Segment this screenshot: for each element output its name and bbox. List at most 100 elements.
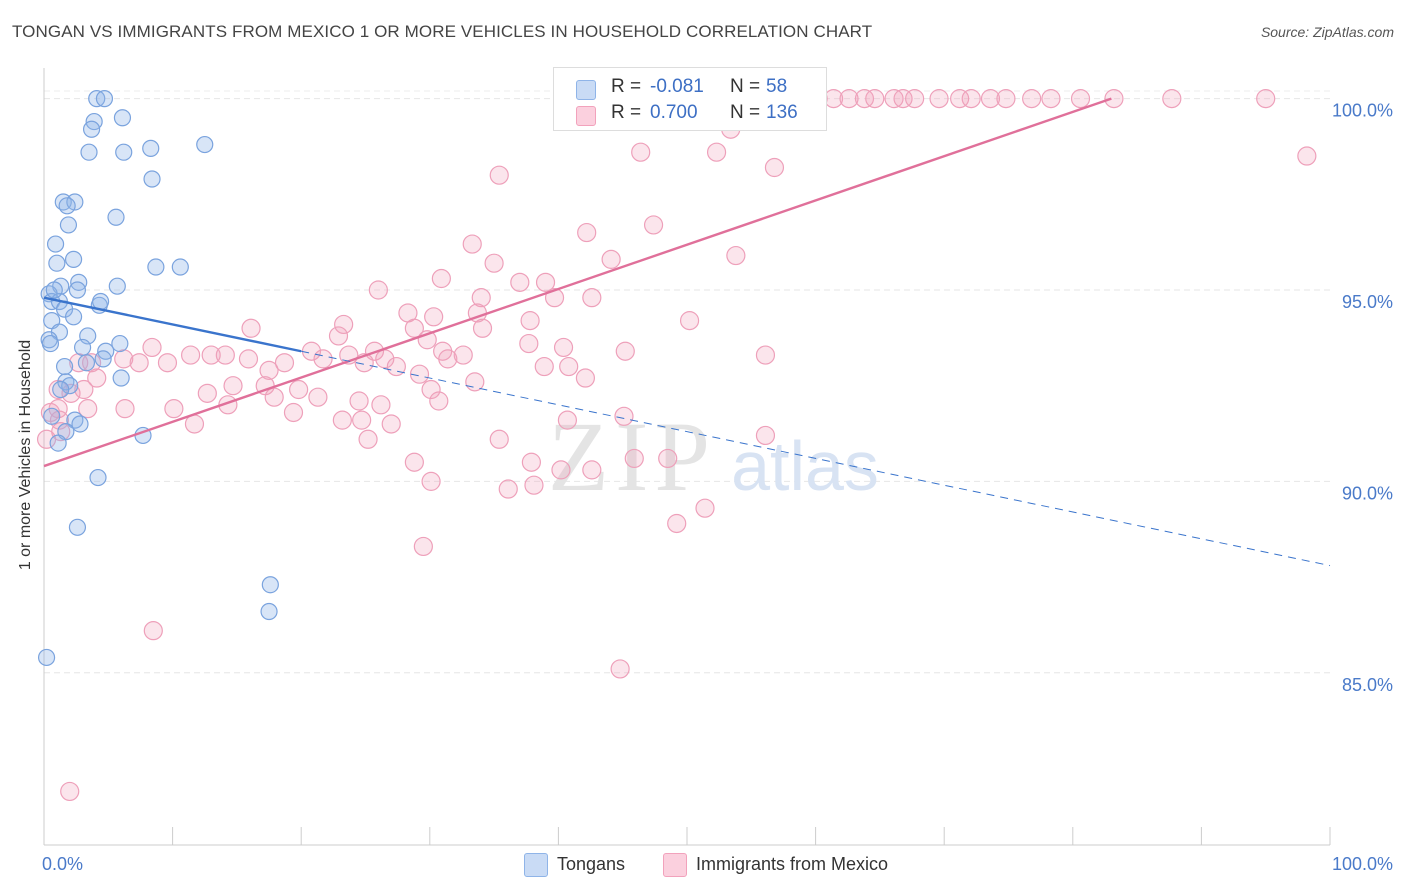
point-mexico xyxy=(524,475,544,495)
point-mexico xyxy=(510,272,530,292)
point-mexico xyxy=(929,89,949,109)
point-mexico xyxy=(259,360,279,380)
x-tick-label-min: 0.0% xyxy=(42,854,83,874)
x-tick-label-max: 100.0% xyxy=(1332,854,1393,874)
legend-r-value-mexico: 0.700 xyxy=(650,102,698,123)
bottom-legend-label-mexico: Immigrants from Mexico xyxy=(696,854,889,874)
point-mexico xyxy=(264,387,284,407)
point-mexico xyxy=(1022,89,1042,109)
point-mexico xyxy=(334,314,354,335)
point-tongans xyxy=(68,518,87,536)
point-mexico xyxy=(624,448,644,469)
point-mexico xyxy=(658,448,678,469)
legend-n-label: N = xyxy=(730,102,761,123)
point-tongans xyxy=(94,350,112,368)
point-mexico xyxy=(559,356,579,377)
point-mexico xyxy=(755,425,776,446)
point-mexico xyxy=(1070,89,1091,109)
point-mexico xyxy=(519,333,539,354)
tick-labels: 85.0% 90.0% 95.0% 100.0% 0.0% 100.0% xyxy=(42,101,1393,874)
point-mexico xyxy=(429,391,449,411)
legend-n-value-mexico: 136 xyxy=(766,102,798,123)
correlation-legend: R = -0.081 N = 58 R = 0.700 N = 136 xyxy=(553,67,827,131)
point-mexico xyxy=(521,452,541,472)
point-mexico xyxy=(905,89,925,109)
point-mexico xyxy=(283,402,304,423)
y-axis-label: 1 or more Vehicles in Household xyxy=(17,339,34,571)
point-mexico xyxy=(424,307,444,327)
point-mexico xyxy=(551,460,571,480)
point-tongans xyxy=(52,380,70,399)
trend-line-tongans xyxy=(43,296,302,353)
point-mexico xyxy=(577,222,597,243)
point-mexico xyxy=(695,498,715,518)
point-tongans xyxy=(61,377,79,395)
point-tongans xyxy=(196,135,214,154)
point-mexico xyxy=(164,399,184,419)
legend-swatch-tongans xyxy=(576,80,596,100)
y-tick-label: 100.0% xyxy=(1332,101,1393,121)
point-mexico xyxy=(1104,89,1124,109)
legend-row-mexico: R = 0.700 N = 136 xyxy=(554,102,826,128)
point-tongans xyxy=(113,109,132,127)
point-mexico xyxy=(371,395,391,415)
point-mexico xyxy=(142,337,162,358)
legend-n-value-tongans: 58 xyxy=(766,76,788,97)
bottom-legend-label-tongans: Tongans xyxy=(557,854,626,874)
point-mexico xyxy=(610,659,630,679)
point-mexico xyxy=(313,349,333,369)
point-mexico xyxy=(520,311,540,331)
point-mexico xyxy=(421,471,441,491)
point-tongans xyxy=(77,354,96,372)
point-mexico xyxy=(755,345,776,365)
point-mexico xyxy=(489,165,509,185)
point-mexico xyxy=(575,368,596,388)
point-mexico xyxy=(74,379,94,400)
point-mexico xyxy=(201,345,221,365)
point-mexico xyxy=(386,356,406,377)
point-mexico xyxy=(409,364,430,384)
point-mexico xyxy=(865,89,885,109)
point-tongans xyxy=(59,216,78,234)
point-mexico xyxy=(238,349,259,369)
point-mexico xyxy=(453,345,473,365)
point-mexico xyxy=(489,429,509,449)
trend-line-mexico xyxy=(43,97,1112,468)
point-tongans xyxy=(46,235,65,253)
legend-r-label: R = xyxy=(611,76,642,97)
point-tongans xyxy=(66,193,84,211)
point-mexico xyxy=(332,410,352,430)
point-tongans xyxy=(115,143,133,161)
point-mexico xyxy=(631,142,651,162)
point-mexico xyxy=(535,272,556,292)
trend-line-tongans-extension xyxy=(301,350,1331,567)
point-tongans xyxy=(261,576,279,594)
point-tongans xyxy=(80,143,98,161)
point-mexico xyxy=(472,318,493,338)
point-mexico xyxy=(143,621,163,641)
watermark: ZIP atlas xyxy=(548,401,879,512)
point-mexico xyxy=(601,249,621,269)
point-mexico xyxy=(274,353,295,373)
point-mexico xyxy=(404,318,424,338)
point-mexico xyxy=(328,326,349,346)
y-tick-label: 90.0% xyxy=(1342,483,1393,503)
point-tongans xyxy=(55,357,74,376)
point-mexico xyxy=(114,349,134,369)
point-tongans xyxy=(107,208,125,226)
series-tongans-points xyxy=(37,90,279,667)
point-mexico xyxy=(498,479,518,499)
point-mexico xyxy=(615,341,635,361)
point-mexico xyxy=(157,353,178,373)
point-mexico xyxy=(40,402,61,423)
point-tongans xyxy=(68,281,87,299)
point-tongans xyxy=(58,197,76,215)
legend-r-value-tongans: -0.081 xyxy=(650,76,704,97)
point-mexico xyxy=(349,391,369,411)
point-mexico xyxy=(181,345,201,365)
point-mexico xyxy=(197,383,217,403)
point-mexico xyxy=(1041,89,1061,109)
point-mexico xyxy=(582,460,602,480)
point-mexico xyxy=(980,89,1001,109)
